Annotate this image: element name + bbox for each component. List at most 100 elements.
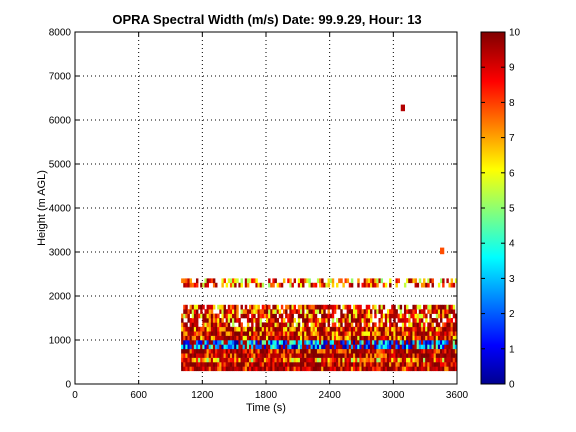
heatmap-cell (189, 366, 193, 372)
heatmap-cell (287, 304, 290, 310)
heatmap-cell (357, 335, 360, 341)
heatmap-cell (350, 331, 354, 336)
heatmap-cell (382, 304, 386, 310)
heatmap-cell (442, 340, 445, 345)
heatmap-cell (198, 335, 201, 341)
heatmap-cell (259, 313, 263, 319)
heatmap-cell (367, 366, 371, 372)
heatmap-cell (259, 331, 263, 336)
heatmap-cell (202, 322, 205, 328)
heatmap-cell (185, 331, 188, 336)
heatmap-cell (448, 331, 451, 336)
heatmap-cell (287, 331, 290, 336)
heatmap-cell (193, 282, 197, 288)
heatmap-cell (259, 318, 263, 323)
heatmap-cell (312, 322, 316, 328)
heatmap-cell (319, 322, 322, 328)
heatmap-cell (238, 318, 241, 323)
heatmap-cell (329, 362, 333, 367)
heatmap-cell (420, 340, 424, 345)
heatmap-cell (378, 322, 381, 328)
heatmap-cell (310, 344, 313, 350)
heatmap-cell (374, 353, 377, 358)
heatmap-cell (266, 362, 269, 367)
heatmap-cell (408, 331, 411, 336)
heatmap-cell (268, 278, 271, 284)
heatmap-cell (215, 357, 218, 363)
heatmap-cell (276, 335, 280, 341)
heatmap-cell (206, 335, 209, 341)
heatmap-cell (435, 326, 439, 332)
heatmap-cell (304, 353, 307, 358)
heatmap-cell (363, 331, 367, 336)
heatmap-cell (346, 344, 350, 350)
heatmap-cell (195, 344, 199, 350)
heatmap-cell (452, 362, 456, 367)
heatmap-cell (376, 326, 379, 332)
heatmap-cell (412, 309, 415, 314)
heatmap-cell (185, 357, 188, 363)
heatmap-cell (331, 366, 335, 372)
heatmap-cell (365, 362, 369, 367)
heatmap-cell (304, 322, 307, 328)
heatmap-cell (316, 340, 320, 345)
heatmap-cell (420, 353, 424, 358)
heatmap-cell (316, 366, 320, 372)
heatmap-cell (359, 326, 362, 332)
y-tick-label: 3000 (49, 248, 72, 259)
heatmap-cell (227, 326, 231, 332)
heatmap-cell (350, 362, 354, 367)
heatmap-cell (221, 309, 224, 314)
heatmap-cell (355, 335, 358, 341)
heatmap-cell (232, 362, 235, 367)
heatmap-cell (393, 357, 396, 363)
heatmap-cell (365, 309, 369, 314)
heatmap-cell (259, 362, 263, 367)
heatmap-cell (217, 357, 220, 363)
heatmap-cell (446, 366, 449, 372)
heatmap-cell (414, 282, 417, 288)
heatmap-cell (251, 357, 254, 363)
colorbar-tick-label: 3 (509, 274, 515, 285)
heatmap-cell (401, 335, 405, 341)
heatmap-cell (244, 362, 248, 367)
heatmap-cell (295, 353, 299, 358)
heatmap-cell (450, 282, 454, 288)
heatmap-cell (435, 353, 439, 358)
heatmap-cell (206, 282, 209, 288)
heatmap-cell (353, 366, 356, 372)
heatmap-cell (208, 357, 212, 363)
heatmap-cell (348, 335, 352, 341)
heatmap-cell (331, 353, 335, 358)
heatmap-cell (437, 348, 441, 354)
heatmap-cell (355, 348, 358, 354)
heatmap-cell (266, 344, 269, 350)
heatmap-cell (444, 366, 447, 372)
heatmap-cell (238, 326, 241, 332)
heatmap-cell (380, 366, 384, 372)
heatmap-cell (353, 331, 356, 336)
heatmap-cell (263, 335, 267, 341)
heatmap-cell (401, 340, 405, 345)
heatmap-cell (212, 357, 216, 363)
heatmap-cell (189, 282, 193, 288)
heatmap-cell (399, 335, 403, 341)
heatmap-cell (253, 313, 256, 319)
heatmap-cell (234, 331, 237, 336)
heatmap-cell (408, 326, 411, 332)
heatmap-cell (452, 344, 456, 350)
heatmap-cell (278, 309, 282, 314)
heatmap-cell (287, 322, 290, 328)
heatmap-cell (338, 322, 341, 328)
heatmap-cell (395, 340, 398, 345)
heatmap-cell (206, 304, 209, 310)
heatmap-cell (393, 318, 396, 323)
plot-area: 0 600 1200 1800 2400 3000 3600 010002000300040… (49, 28, 469, 402)
heatmap-cell (393, 335, 396, 341)
heatmap-cell (442, 309, 445, 314)
heatmap-cell (255, 331, 258, 336)
heatmap-cell (297, 335, 301, 341)
heatmap-cell (223, 326, 226, 332)
heatmap-cell (191, 353, 195, 358)
heatmap-cell (234, 326, 237, 332)
